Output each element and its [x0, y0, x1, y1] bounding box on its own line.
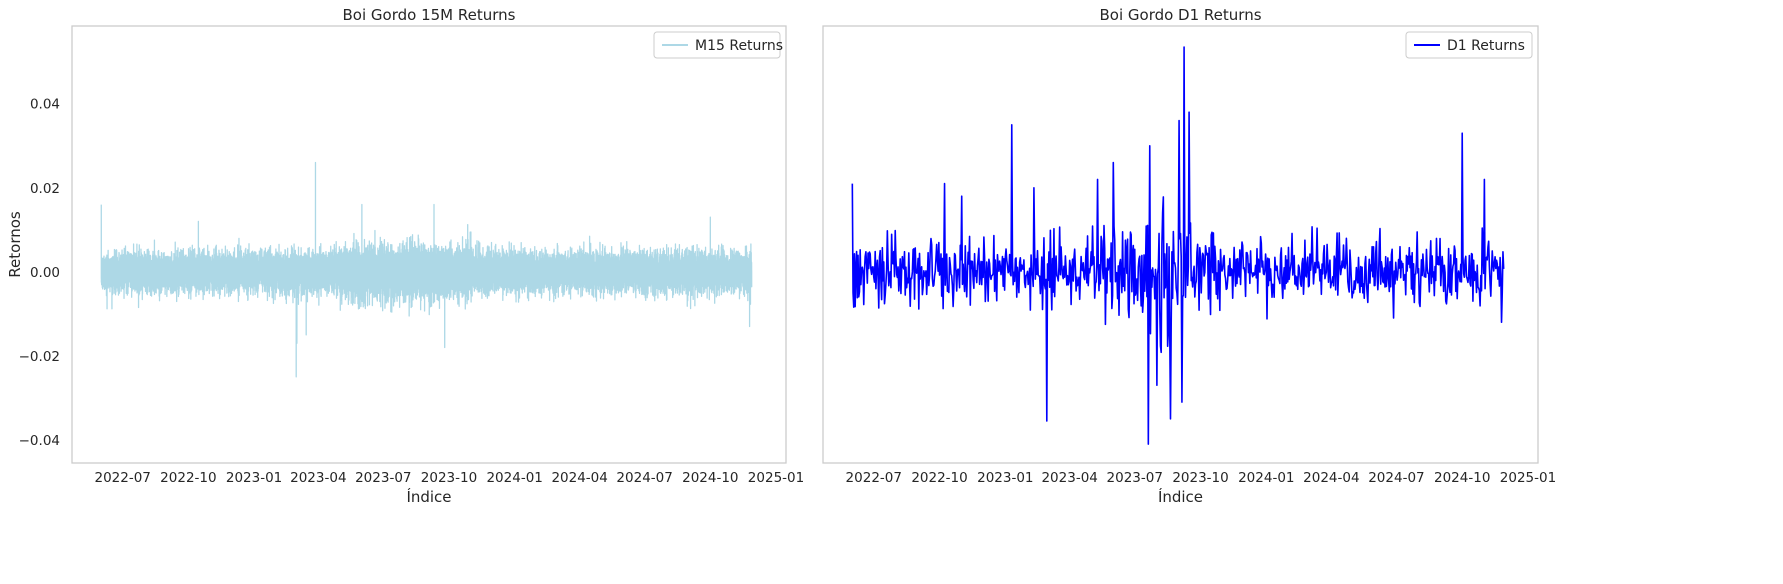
- x-tick-label: 2023-04: [290, 470, 346, 486]
- x-tick-label: 2024-04: [551, 470, 607, 486]
- y-tick-label: 0.00: [30, 265, 60, 281]
- x-tick-label: 2024-07: [1368, 470, 1424, 486]
- x-tick-label: 2023-07: [1107, 470, 1163, 486]
- x-tick-label: 2024-01: [1238, 470, 1294, 486]
- y-axis-label: Retornos: [6, 211, 24, 278]
- series-lines: [851, 46, 1505, 445]
- x-tick-label: 2024-10: [682, 470, 738, 486]
- y-tick-label: 0.02: [30, 181, 60, 197]
- x-tick-label: 2025-01: [1500, 470, 1556, 486]
- x-tick-label: 2023-10: [421, 470, 477, 486]
- x-axis-label: Índice: [1158, 487, 1203, 506]
- x-tick-label: 2023-01: [977, 470, 1033, 486]
- x-tick-label: 2024-10: [1434, 470, 1490, 486]
- series-lines: [100, 161, 753, 378]
- x-tick-label: 2024-04: [1303, 470, 1359, 486]
- x-tick-label: 2024-01: [486, 470, 542, 486]
- x-tick-label: 2023-04: [1041, 470, 1097, 486]
- x-tick-label: 2023-01: [226, 470, 282, 486]
- x-tick-label: 2022-07: [846, 470, 902, 486]
- legend: M15 Returns: [653, 31, 783, 59]
- legend: D1 Returns: [1405, 31, 1533, 59]
- chart-title: Boi Gordo 15M Returns: [343, 6, 516, 24]
- x-tick-label: 2024-07: [616, 470, 672, 486]
- m15-returns-chart: Boi Gordo 15M Returns 2022-07 2022-10 2023…: [6, 6, 804, 506]
- legend-label: D1 Returns: [1447, 38, 1525, 54]
- series-line: [851, 46, 1505, 445]
- y-tick-label: −0.04: [19, 433, 60, 449]
- legend-box: [653, 31, 781, 59]
- x-tick-label: 2022-10: [160, 470, 216, 486]
- plot-frame: [822, 25, 1539, 464]
- x-tick-label: 2023-10: [1172, 470, 1228, 486]
- plot-frame: [71, 25, 787, 464]
- legend-label: M15 Returns: [695, 38, 783, 54]
- x-axis-ticks: 2022-07 2022-10 2023-01 2023-04 2023-07 2023-…: [94, 470, 804, 486]
- x-tick-label: 2022-07: [94, 470, 150, 486]
- x-tick-label: 2023-07: [355, 470, 411, 486]
- y-tick-label: 0.04: [30, 97, 60, 113]
- y-tick-label: −0.02: [19, 349, 60, 365]
- series-line: [100, 161, 753, 378]
- y-axis-ticks: −0.04 −0.02 0.00 0.02 0.04: [19, 97, 60, 449]
- x-axis-ticks: 2022-07 2022-10 2023-01 2023-04 2023-07 2023-…: [846, 470, 1557, 486]
- x-tick-label: 2022-10: [911, 470, 967, 486]
- x-axis-label: Índice: [406, 487, 451, 506]
- d1-returns-chart: Boi Gordo D1 Returns 2022-07 2022-10 2023-…: [822, 6, 1557, 506]
- x-tick-label: 2025-01: [748, 470, 804, 486]
- chart-title: Boi Gordo D1 Returns: [1099, 6, 1261, 24]
- legend-box: [1405, 31, 1533, 59]
